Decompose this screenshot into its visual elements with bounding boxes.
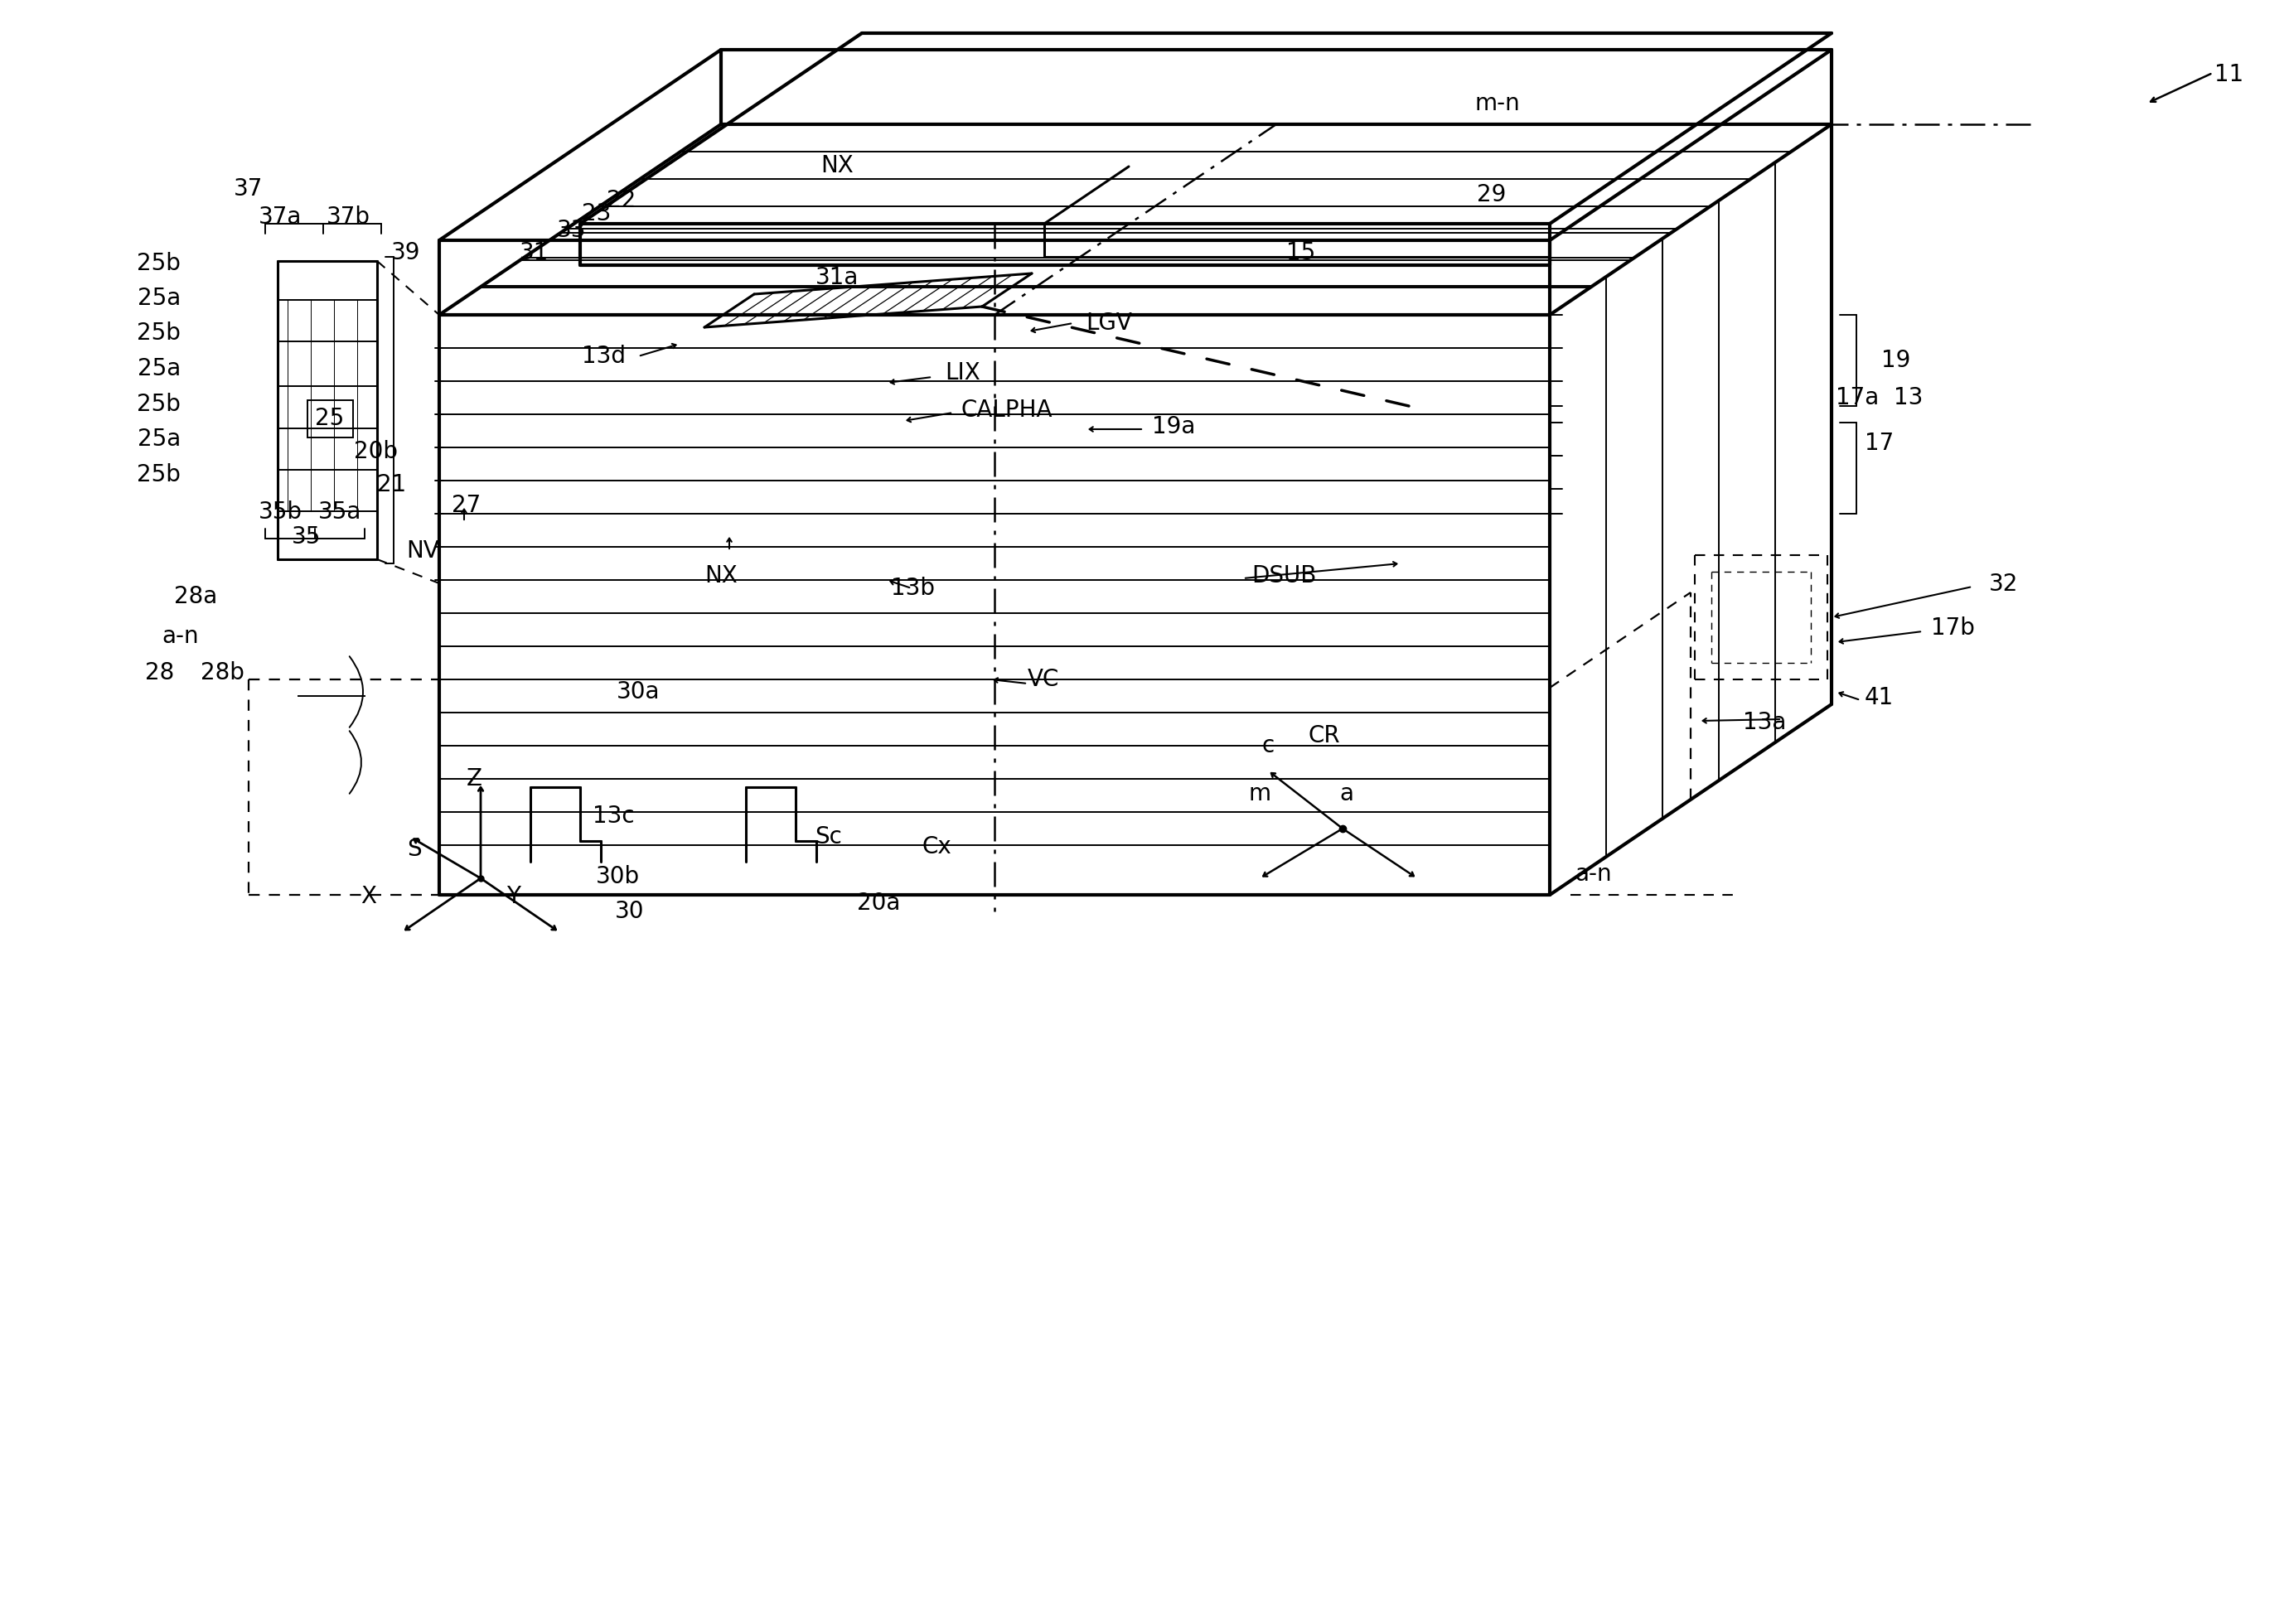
Text: 25b: 25b	[137, 252, 181, 274]
Text: 17b: 17b	[1932, 617, 1975, 640]
Text: 28b: 28b	[201, 661, 245, 684]
Text: 35a: 35a	[318, 500, 362, 523]
Text: 37b: 37b	[325, 206, 371, 229]
Text: 25b: 25b	[137, 393, 181, 416]
Text: 11: 11	[2216, 63, 2243, 86]
Text: 30a: 30a	[616, 680, 659, 703]
Text: 13d: 13d	[581, 344, 625, 369]
Text: 29: 29	[1476, 184, 1506, 206]
Text: 28: 28	[144, 661, 174, 684]
Text: 17a: 17a	[1836, 387, 1879, 409]
Text: 30: 30	[616, 900, 645, 922]
Text: 21: 21	[378, 473, 405, 497]
Text: 28a: 28a	[174, 585, 217, 607]
Text: a-n: a-n	[1575, 862, 1611, 885]
Bar	[307, 400, 353, 437]
Text: 30b: 30b	[595, 866, 639, 888]
Text: NX: NX	[705, 564, 737, 588]
Text: 25b: 25b	[137, 322, 181, 344]
Text: 41: 41	[1866, 685, 1893, 710]
Text: 37a: 37a	[259, 206, 302, 229]
Text: 25: 25	[316, 408, 343, 430]
Text: 15: 15	[1286, 240, 1316, 265]
Text: 35b: 35b	[259, 500, 302, 523]
Text: 20b: 20b	[355, 440, 398, 463]
Text: 25a: 25a	[137, 287, 181, 310]
Text: NV: NV	[405, 539, 439, 562]
Text: 13: 13	[1893, 387, 1923, 409]
Text: S: S	[407, 838, 421, 861]
Text: 35: 35	[293, 525, 320, 549]
Text: Z: Z	[467, 767, 483, 791]
Text: DSUB: DSUB	[1252, 564, 1316, 588]
Text: 27: 27	[451, 494, 481, 516]
Text: 25a: 25a	[137, 357, 181, 380]
Text: 20a: 20a	[856, 892, 900, 914]
Text: Y: Y	[506, 885, 522, 908]
Text: 23: 23	[581, 201, 611, 226]
Text: LGV: LGV	[1085, 312, 1133, 335]
Text: 31a: 31a	[815, 266, 858, 289]
Text: 17: 17	[1866, 432, 1893, 455]
Text: 25a: 25a	[137, 427, 181, 451]
Text: 13a: 13a	[1742, 711, 1785, 734]
Text: 13c: 13c	[593, 804, 634, 828]
Text: 33: 33	[556, 219, 586, 242]
Text: 19a: 19a	[1151, 416, 1195, 438]
Text: 13b: 13b	[890, 577, 934, 599]
Text: Cx: Cx	[922, 835, 952, 859]
Text: 39: 39	[391, 240, 421, 265]
Text: VC: VC	[1028, 667, 1060, 692]
Text: LIX: LIX	[945, 361, 980, 385]
Text: 31: 31	[520, 240, 549, 265]
Text: 25b: 25b	[137, 463, 181, 486]
Text: CALPHA: CALPHA	[961, 398, 1053, 422]
Text: m: m	[1248, 783, 1270, 806]
Text: a-n: a-n	[163, 625, 199, 648]
Text: CR: CR	[1309, 724, 1341, 747]
Text: m-n: m-n	[1474, 93, 1520, 115]
Text: X: X	[362, 885, 378, 908]
Text: a: a	[1339, 783, 1353, 806]
Text: c: c	[1261, 734, 1275, 757]
Text: Sc: Sc	[815, 825, 842, 848]
Text: 32: 32	[1989, 573, 2019, 596]
Text: NX: NX	[819, 154, 854, 177]
Text: 19: 19	[1882, 349, 1911, 372]
Text: 22: 22	[607, 188, 636, 213]
Text: 37: 37	[233, 177, 263, 200]
